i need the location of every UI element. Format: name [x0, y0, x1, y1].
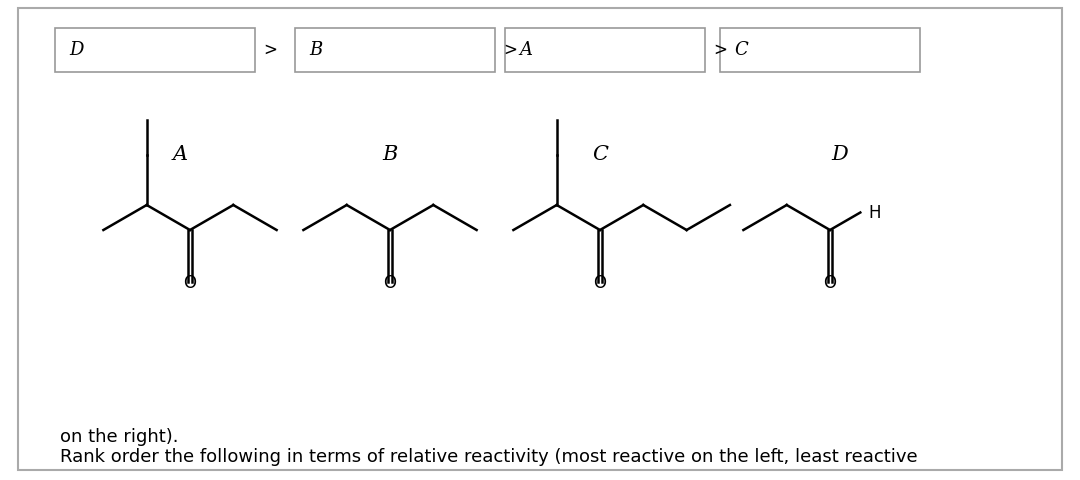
Bar: [295, 28, 495, 72]
Text: on the right).: on the right).: [60, 428, 178, 446]
Text: D: D: [69, 41, 83, 59]
Text: O: O: [383, 274, 396, 292]
Text: H: H: [868, 204, 881, 221]
Text: >: >: [264, 41, 276, 59]
Text: >: >: [503, 41, 517, 59]
Text: Rank order the following in terms of relative reactivity (most reactive on the l: Rank order the following in terms of rel…: [60, 448, 918, 466]
Text: B: B: [382, 145, 397, 165]
Text: A: A: [173, 145, 188, 165]
Text: B: B: [309, 41, 322, 59]
Text: D: D: [832, 145, 849, 165]
Text: >: >: [713, 41, 727, 59]
Bar: [55, 28, 255, 72]
Bar: [720, 28, 920, 72]
Text: C: C: [592, 145, 608, 165]
Text: A: A: [519, 41, 532, 59]
Text: O: O: [824, 274, 837, 292]
Text: O: O: [184, 274, 197, 292]
Text: O: O: [594, 274, 607, 292]
Text: C: C: [734, 41, 747, 59]
Bar: [505, 28, 705, 72]
